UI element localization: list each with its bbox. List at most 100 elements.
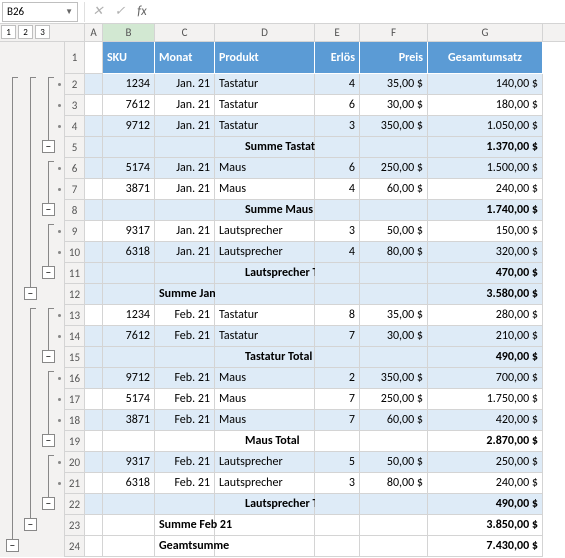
subtotal-cell[interactable] — [85, 263, 103, 284]
data-cell[interactable]: 6 — [315, 158, 360, 179]
data-cell[interactable]: 80,00 $ — [360, 473, 428, 494]
subtotal-cell[interactable] — [85, 137, 103, 158]
data-cell[interactable] — [85, 305, 103, 326]
outline-collapse-button[interactable]: − — [42, 497, 55, 510]
column-header-D[interactable]: D — [215, 24, 315, 41]
data-cell[interactable]: 7 — [315, 410, 360, 431]
subtotal-cell[interactable]: 3.850,00 $ — [428, 515, 543, 536]
header-cell[interactable] — [85, 42, 103, 74]
data-cell[interactable]: 350,00 $ — [360, 116, 428, 137]
row-header[interactable]: 15 — [65, 347, 85, 368]
data-cell[interactable]: Lautsprecher — [215, 452, 315, 473]
data-cell[interactable]: 240,00 $ — [428, 473, 543, 494]
subtotal-cell[interactable] — [85, 515, 103, 536]
data-cell[interactable]: 9317 — [103, 452, 155, 473]
subtotal-cell[interactable]: Summe Feb 21 — [155, 515, 215, 536]
data-cell[interactable]: 5174 — [103, 158, 155, 179]
subtotal-cell[interactable] — [315, 515, 360, 536]
column-header-C[interactable]: C — [155, 24, 215, 41]
data-cell[interactable] — [85, 473, 103, 494]
outline-level-1-button[interactable]: 1 — [1, 25, 16, 39]
data-cell[interactable]: 1234 — [103, 74, 155, 95]
data-cell[interactable]: 320,00 $ — [428, 242, 543, 263]
data-cell[interactable]: 7612 — [103, 326, 155, 347]
data-cell[interactable]: 250,00 $ — [360, 389, 428, 410]
subtotal-cell[interactable] — [103, 137, 155, 158]
data-cell[interactable] — [85, 452, 103, 473]
subtotal-cell[interactable] — [103, 200, 155, 221]
outline-collapse-button[interactable]: − — [42, 140, 55, 153]
data-cell[interactable]: Jan. 21 — [155, 242, 215, 263]
data-cell[interactable]: Lautsprecher — [215, 221, 315, 242]
subtotal-cell[interactable] — [360, 536, 428, 557]
data-cell[interactable]: Tastatur — [215, 116, 315, 137]
data-cell[interactable] — [85, 95, 103, 116]
data-cell[interactable]: 150,00 $ — [428, 221, 543, 242]
header-cell[interactable]: Preis — [360, 42, 428, 74]
subtotal-cell[interactable] — [103, 347, 155, 368]
data-cell[interactable]: 3871 — [103, 179, 155, 200]
data-cell[interactable]: 3 — [315, 221, 360, 242]
subtotal-cell[interactable]: 490,00 $ — [428, 494, 543, 515]
subtotal-cell[interactable] — [315, 494, 360, 515]
subtotal-cell[interactable] — [155, 347, 215, 368]
column-header-F[interactable]: F — [360, 24, 428, 41]
row-header[interactable]: 14 — [65, 326, 85, 347]
row-header[interactable]: 16 — [65, 368, 85, 389]
formula-input[interactable] — [153, 2, 565, 22]
data-cell[interactable]: Maus — [215, 389, 315, 410]
subtotal-cell[interactable]: 2.870,00 $ — [428, 431, 543, 452]
data-cell[interactable]: Jan. 21 — [155, 179, 215, 200]
fx-icon[interactable]: fx — [131, 2, 153, 22]
subtotal-cell[interactable] — [315, 263, 360, 284]
subtotal-cell[interactable] — [315, 284, 360, 305]
data-cell[interactable]: 1.050,00 $ — [428, 116, 543, 137]
data-cell[interactable]: 80,00 $ — [360, 242, 428, 263]
data-cell[interactable]: 700,00 $ — [428, 368, 543, 389]
data-cell[interactable]: 210,00 $ — [428, 326, 543, 347]
data-cell[interactable]: Feb. 21 — [155, 368, 215, 389]
subtotal-cell[interactable]: 7.430,00 $ — [428, 536, 543, 557]
header-cell[interactable]: SKU — [103, 42, 155, 74]
data-cell[interactable]: 8 — [315, 305, 360, 326]
subtotal-cell[interactable]: Summe Tastatur — [215, 137, 315, 158]
data-cell[interactable]: 1234 — [103, 305, 155, 326]
subtotal-cell[interactable] — [103, 431, 155, 452]
subtotal-cell[interactable]: Maus Total — [215, 431, 315, 452]
data-cell[interactable]: Maus — [215, 368, 315, 389]
data-cell[interactable] — [85, 410, 103, 431]
subtotal-cell[interactable]: Tastatur Total — [215, 347, 315, 368]
subtotal-cell[interactable]: Summe Maus — [215, 200, 315, 221]
data-cell[interactable]: Tastatur — [215, 95, 315, 116]
row-header[interactable]: 24 — [65, 536, 85, 557]
data-cell[interactable]: Jan. 21 — [155, 116, 215, 137]
data-cell[interactable]: 3 — [315, 473, 360, 494]
outline-collapse-button[interactable]: − — [24, 518, 37, 531]
data-cell[interactable]: 30,00 $ — [360, 326, 428, 347]
outline-level-2-button[interactable]: 2 — [18, 25, 33, 39]
data-cell[interactable]: Maus — [215, 158, 315, 179]
data-cell[interactable]: Jan. 21 — [155, 95, 215, 116]
subtotal-cell[interactable]: 470,00 $ — [428, 263, 543, 284]
subtotal-cell[interactable]: 3.580,00 $ — [428, 284, 543, 305]
subtotal-cell[interactable] — [315, 137, 360, 158]
data-cell[interactable]: 35,00 $ — [360, 305, 428, 326]
row-header[interactable]: 12 — [65, 284, 85, 305]
data-cell[interactable]: 1.750,00 $ — [428, 389, 543, 410]
data-cell[interactable]: Maus — [215, 410, 315, 431]
row-header[interactable]: 13 — [65, 305, 85, 326]
row-header[interactable]: 8 — [65, 200, 85, 221]
data-cell[interactable]: Tastatur — [215, 305, 315, 326]
header-cell[interactable]: Gesamtumsatz — [428, 42, 543, 74]
subtotal-cell[interactable]: 490,00 $ — [428, 347, 543, 368]
row-header[interactable]: 2 — [65, 74, 85, 95]
subtotal-cell[interactable] — [85, 284, 103, 305]
accept-formula-button[interactable]: ✓ — [109, 2, 131, 22]
data-cell[interactable] — [85, 74, 103, 95]
data-cell[interactable]: 4 — [315, 179, 360, 200]
subtotal-cell[interactable]: Lautsprecher Total — [215, 494, 315, 515]
data-cell[interactable]: Tastatur — [215, 74, 315, 95]
data-cell[interactable]: 280,00 $ — [428, 305, 543, 326]
data-cell[interactable]: 7612 — [103, 95, 155, 116]
data-cell[interactable]: 50,00 $ — [360, 452, 428, 473]
